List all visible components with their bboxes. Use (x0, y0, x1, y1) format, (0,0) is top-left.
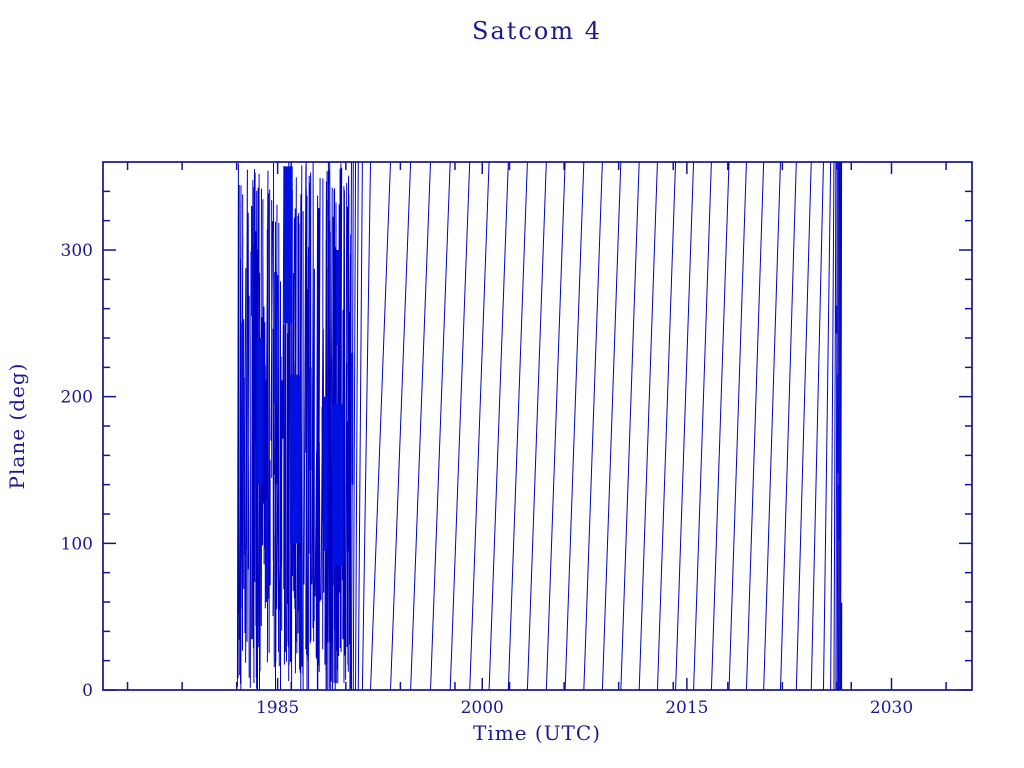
y-tick-label-2: 200 (61, 388, 93, 408)
x-tick-label-2: 2015 (665, 698, 708, 718)
data-cluster-blob (274, 272, 277, 404)
x-tick-label-0: 1985 (256, 698, 299, 718)
data-cluster-blob (835, 305, 838, 334)
dense-cluster-blobs (241, 166, 840, 654)
y-tick-label-1: 100 (61, 534, 93, 554)
x-axis-label: Time (UTC) (473, 721, 601, 745)
data-cluster-blob (336, 250, 340, 346)
x-tick-label-1: 2000 (461, 698, 504, 718)
data-cluster-blob (309, 367, 312, 470)
data-cluster-blob (351, 352, 354, 485)
data-series (236, 161, 843, 691)
data-cluster-blob (256, 338, 264, 485)
x-tick-labels: 1985 2000 2015 2030 (256, 698, 913, 718)
precession-wrap-path (349, 161, 843, 691)
data-cluster-blob (323, 396, 328, 551)
y-axis-label: Plane (deg) (5, 363, 29, 490)
data-cluster-blob (298, 558, 302, 654)
data-cluster-blob (837, 484, 840, 539)
chart-title: Satcom 4 (472, 17, 602, 45)
y-tick-label-0: 0 (82, 681, 93, 701)
data-cluster-blob (290, 374, 301, 544)
data-cluster-blob (283, 166, 293, 324)
data-cluster-blob (265, 499, 269, 602)
y-tick-label-3: 300 (61, 241, 93, 261)
data-cluster-blob (836, 374, 839, 473)
axis-ticks (103, 162, 972, 691)
plot-border (102, 161, 973, 691)
data-cluster-blob (241, 323, 245, 470)
x-tick-label-3: 2030 (870, 698, 913, 718)
y-tick-labels: 0 100 200 300 (61, 241, 93, 701)
data-cluster-blob (332, 404, 344, 566)
data-cluster-blob (251, 206, 253, 316)
